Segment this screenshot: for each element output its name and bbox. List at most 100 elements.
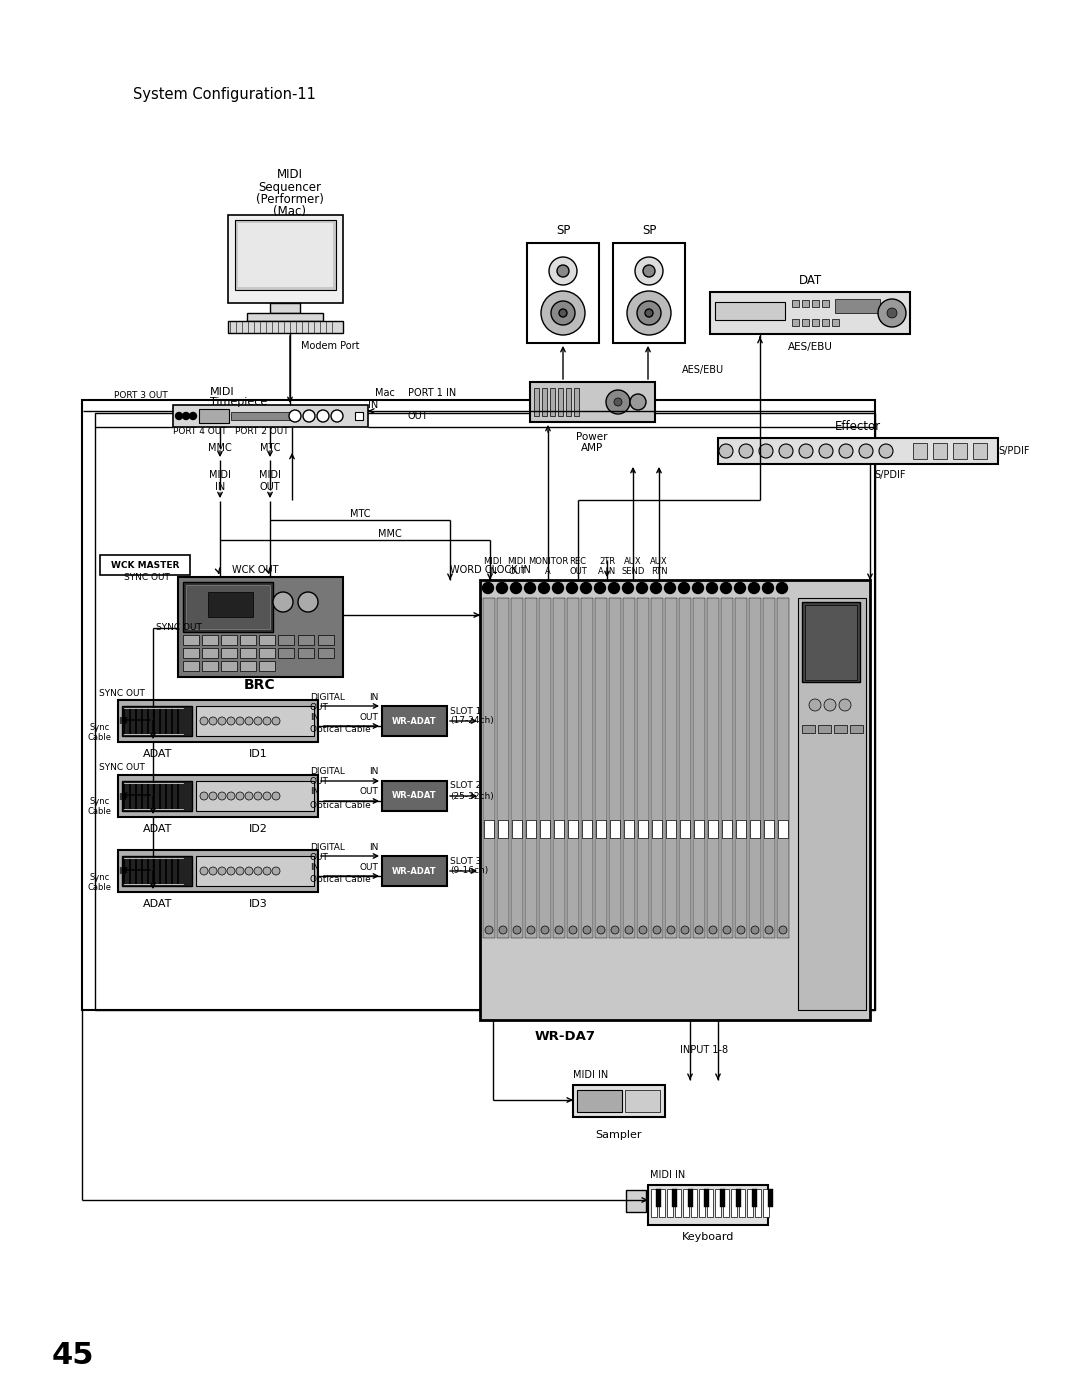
Circle shape (210, 717, 217, 725)
Text: OUT: OUT (360, 788, 378, 796)
Circle shape (264, 717, 271, 725)
Bar (318, 648, 334, 658)
Bar (850, 725, 863, 733)
Circle shape (541, 291, 585, 335)
Bar (247, 313, 323, 321)
Bar (558, 388, 563, 416)
Circle shape (759, 444, 773, 458)
Circle shape (483, 583, 494, 594)
Text: MTC: MTC (350, 509, 370, 520)
Bar (542, 388, 546, 416)
Text: IN: IN (310, 788, 320, 796)
Bar (613, 243, 685, 344)
Circle shape (608, 583, 620, 594)
Text: OUT: OUT (360, 712, 378, 721)
Bar (777, 598, 789, 937)
Text: (25-32ch): (25-32ch) (450, 792, 494, 800)
Circle shape (485, 926, 492, 935)
Bar (202, 661, 218, 671)
Circle shape (824, 698, 836, 711)
Text: ID2: ID2 (248, 824, 268, 834)
Bar (202, 636, 218, 645)
Bar (183, 636, 199, 645)
Circle shape (254, 717, 262, 725)
Bar (822, 319, 829, 326)
Text: Sync: Sync (90, 873, 110, 882)
Circle shape (330, 409, 343, 422)
Circle shape (637, 300, 661, 326)
Circle shape (272, 792, 280, 800)
Text: IN: IN (368, 400, 378, 409)
Circle shape (643, 265, 654, 277)
Text: A IN: A IN (598, 567, 616, 577)
Text: MIDI: MIDI (484, 557, 502, 567)
Circle shape (611, 926, 619, 935)
Bar (298, 648, 314, 658)
Circle shape (779, 444, 793, 458)
Bar (812, 300, 819, 307)
Text: SYNC OUT: SYNC OUT (124, 573, 170, 581)
Circle shape (765, 926, 773, 935)
Bar (679, 598, 691, 937)
Bar (527, 243, 599, 344)
Circle shape (839, 698, 851, 711)
Circle shape (636, 583, 648, 594)
Bar (762, 1189, 769, 1217)
Bar (720, 1189, 725, 1207)
Text: WCK MASTER: WCK MASTER (111, 560, 179, 570)
Text: MIDI: MIDI (259, 469, 281, 481)
Circle shape (303, 409, 315, 422)
Circle shape (227, 868, 235, 875)
Text: Mac: Mac (375, 388, 395, 398)
Text: DIGITAL: DIGITAL (310, 842, 345, 852)
Text: IN: IN (118, 792, 126, 802)
Bar (704, 1189, 708, 1207)
Circle shape (200, 868, 208, 875)
Text: INPUT 1-8: INPUT 1-8 (680, 1045, 728, 1055)
Circle shape (839, 444, 853, 458)
Text: IN: IN (310, 862, 320, 872)
Bar (382, 856, 447, 886)
Bar (750, 598, 761, 937)
Bar (624, 820, 634, 838)
Circle shape (751, 926, 759, 935)
Circle shape (227, 717, 235, 725)
Text: A: A (545, 567, 551, 577)
Circle shape (527, 926, 535, 935)
Text: Modem Port: Modem Port (301, 341, 360, 351)
Bar (735, 820, 746, 838)
Text: Optical Cable: Optical Cable (310, 876, 370, 884)
Bar (835, 299, 880, 313)
Bar (382, 705, 447, 736)
Text: SLOT 3: SLOT 3 (450, 856, 482, 866)
Bar (648, 1185, 768, 1225)
Bar (805, 605, 858, 680)
Bar (259, 648, 275, 658)
Text: REC: REC (569, 557, 586, 567)
Bar (715, 1189, 721, 1217)
Bar (195, 856, 314, 886)
Bar (652, 820, 662, 838)
Circle shape (218, 717, 226, 725)
Bar (195, 705, 314, 736)
Bar (625, 1090, 660, 1112)
Text: Sync: Sync (90, 722, 110, 732)
Bar (278, 636, 294, 645)
Circle shape (569, 926, 577, 935)
Bar (693, 598, 705, 937)
Bar (822, 300, 829, 307)
Circle shape (227, 792, 235, 800)
Text: AUX: AUX (650, 557, 667, 567)
Circle shape (557, 265, 569, 277)
Text: Effector: Effector (835, 419, 881, 433)
Circle shape (298, 592, 318, 612)
Text: MIDI: MIDI (210, 387, 234, 397)
Bar (708, 820, 718, 838)
Bar (832, 319, 839, 326)
Circle shape (879, 444, 893, 458)
Bar (596, 820, 606, 838)
Bar (595, 598, 607, 937)
Circle shape (318, 409, 329, 422)
Circle shape (189, 412, 197, 419)
Text: ADAT: ADAT (144, 900, 173, 909)
